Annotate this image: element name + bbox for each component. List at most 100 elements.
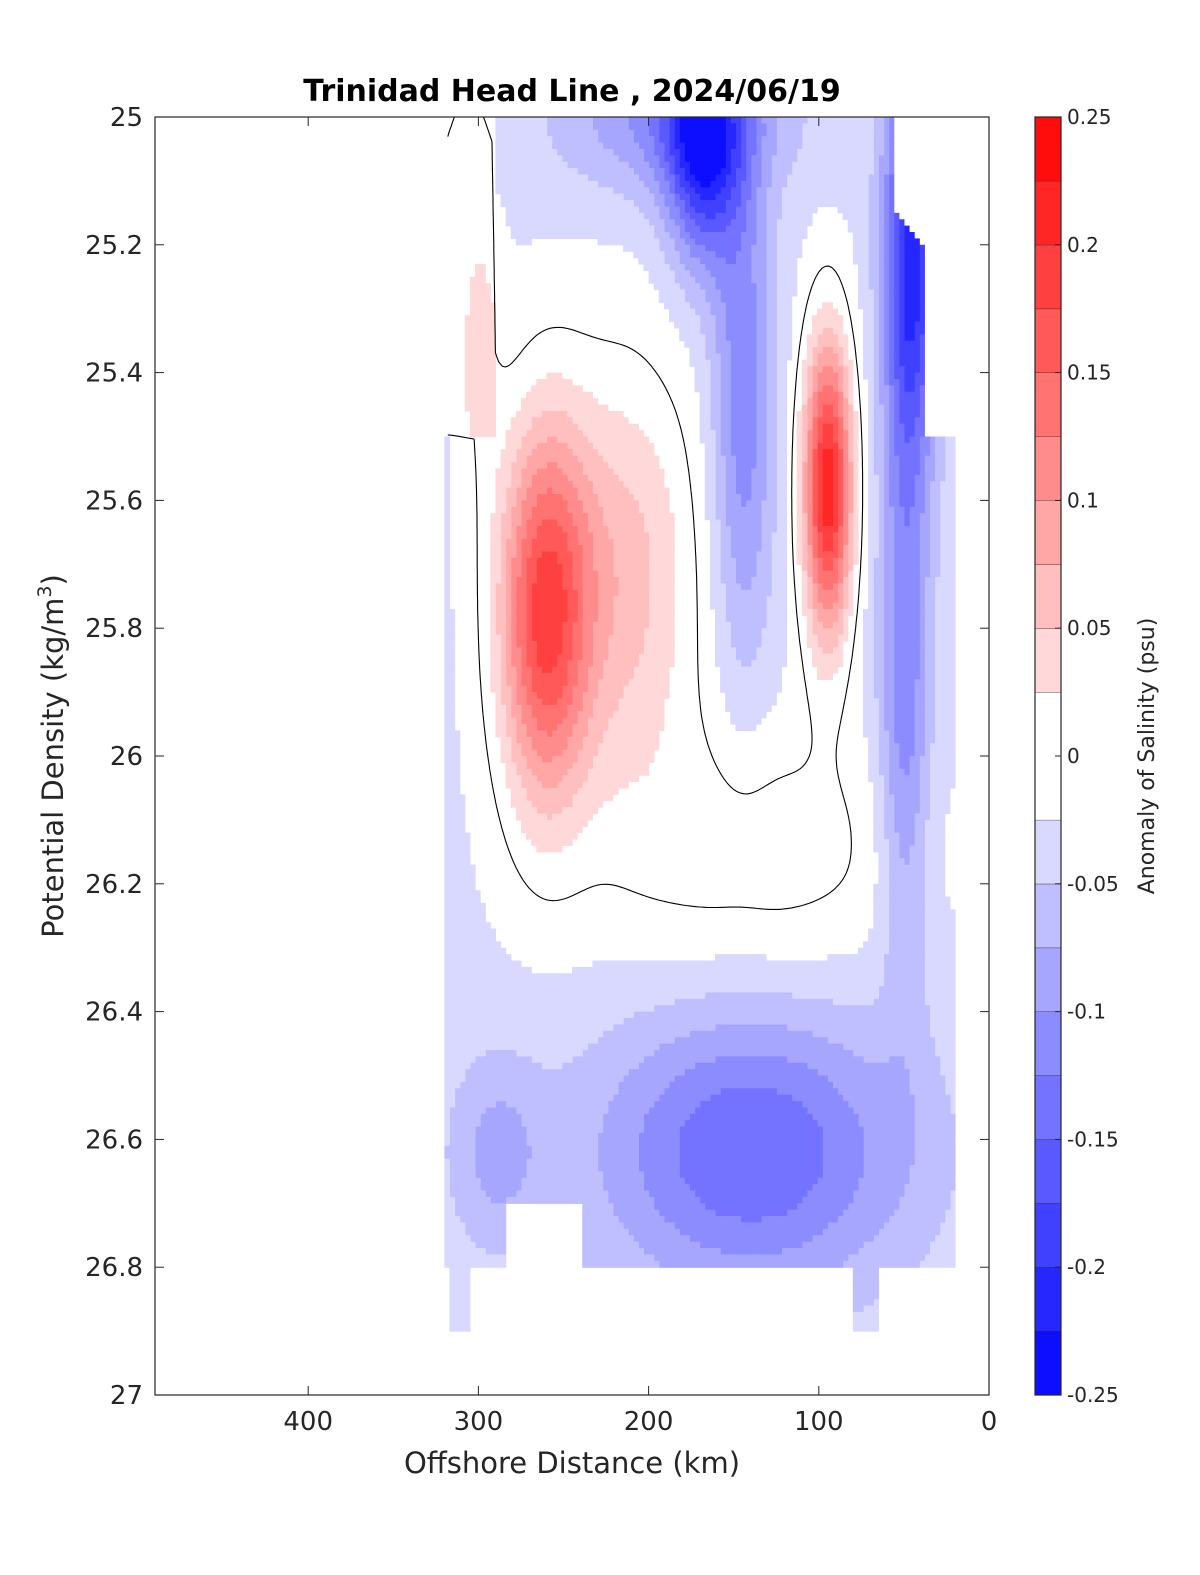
contour-cell xyxy=(929,736,936,744)
contour-cell xyxy=(811,372,818,380)
contour-cell xyxy=(888,442,895,450)
contour-cell xyxy=(771,136,777,144)
contour-cell xyxy=(847,1069,854,1077)
contour-cell xyxy=(771,525,777,533)
contour-cell xyxy=(827,500,834,508)
contour-cell xyxy=(781,615,788,623)
contour-cell xyxy=(796,1101,803,1109)
contour-cell xyxy=(914,596,920,604)
contour-cell xyxy=(898,474,905,482)
contour-cell xyxy=(760,481,767,489)
contour-cell xyxy=(842,378,849,386)
contour-cell xyxy=(909,417,915,425)
contour-cell xyxy=(847,462,854,470)
contour-cell xyxy=(852,174,859,182)
contour-cell xyxy=(781,455,788,463)
contour-cell xyxy=(888,1005,895,1013)
contour-cell xyxy=(766,1056,772,1064)
contour-cell xyxy=(852,1318,859,1326)
contour-cell xyxy=(888,545,895,553)
contour-cell xyxy=(934,672,941,680)
contour-cell xyxy=(919,672,925,680)
contour-cell xyxy=(903,532,910,540)
contour-cell xyxy=(888,922,895,930)
contour-cell xyxy=(822,404,828,412)
contour-cell xyxy=(888,583,895,591)
contour-cell xyxy=(863,998,869,1006)
contour-cell xyxy=(822,672,828,680)
contour-cell xyxy=(781,430,788,438)
contour-cell xyxy=(842,992,849,1000)
contour-cell xyxy=(806,180,813,188)
contour-cell xyxy=(827,1037,834,1045)
contour-cell xyxy=(857,283,864,291)
contour-cell xyxy=(832,628,839,636)
contour-cell xyxy=(944,487,951,495)
contour-cell xyxy=(903,225,910,233)
contour-cell xyxy=(883,743,890,751)
contour-cell xyxy=(817,359,823,367)
contour-cell xyxy=(944,1184,951,1192)
contour-cell xyxy=(781,283,788,291)
contour-cell xyxy=(791,180,798,188)
contour-cell xyxy=(817,308,823,316)
contour-cell xyxy=(776,455,782,463)
contour-cell xyxy=(868,1005,874,1013)
contour-cell xyxy=(817,551,823,559)
contour-cell xyxy=(888,736,895,744)
contour-cell xyxy=(873,679,879,687)
contour-cell xyxy=(944,679,951,687)
contour-cell xyxy=(924,685,931,693)
contour-cell xyxy=(832,1177,839,1185)
contour-cell xyxy=(842,513,849,521)
contour-cell xyxy=(873,148,879,156)
contour-cell xyxy=(868,206,874,214)
contour-cell xyxy=(883,1184,890,1192)
contour-cell xyxy=(781,232,788,240)
contour-cell xyxy=(888,1094,895,1102)
contour-cell xyxy=(822,545,828,553)
contour-cell xyxy=(919,302,925,310)
contour-cell xyxy=(873,1139,879,1147)
contour-cell xyxy=(863,1267,869,1275)
contour-cell xyxy=(771,398,777,406)
contour-cell xyxy=(786,1037,793,1045)
contour-cell xyxy=(847,506,854,514)
contour-cell xyxy=(939,1177,946,1185)
contour-cell xyxy=(868,551,874,559)
contour-cell xyxy=(811,423,818,431)
contour-cell xyxy=(873,947,879,955)
contour-cell xyxy=(817,347,823,355)
contour-cell xyxy=(796,494,803,501)
contour-cell xyxy=(806,423,813,431)
contour-cell xyxy=(868,1056,874,1064)
contour-cell xyxy=(909,915,915,923)
contour-cell xyxy=(806,596,813,604)
contour-cell xyxy=(883,781,890,789)
contour-cell xyxy=(883,519,890,527)
contour-cell xyxy=(776,1049,782,1057)
contour-cell xyxy=(914,1158,920,1166)
contour-cell xyxy=(888,954,895,962)
contour-cell xyxy=(766,1017,772,1025)
contour-cell xyxy=(888,743,895,751)
contour-cell xyxy=(832,347,839,355)
contour-cell xyxy=(873,1311,879,1319)
contour-cell xyxy=(806,506,813,514)
contour-cell xyxy=(806,481,813,489)
contour-cell xyxy=(781,1120,788,1128)
contour-cell xyxy=(781,1081,788,1089)
contour-cell xyxy=(857,129,864,137)
contour-cell xyxy=(817,391,823,399)
contour-cell xyxy=(878,557,885,565)
contour-cell xyxy=(811,1037,818,1045)
contour-cell xyxy=(873,724,879,732)
contour-cell xyxy=(781,142,788,150)
contour-cell xyxy=(817,1216,823,1224)
contour-cell xyxy=(811,1120,818,1128)
contour-cell xyxy=(863,180,869,188)
contour-cell xyxy=(868,692,874,700)
contour-cell xyxy=(934,1216,941,1224)
contour-cell xyxy=(776,525,782,533)
contour-cell xyxy=(944,577,951,585)
